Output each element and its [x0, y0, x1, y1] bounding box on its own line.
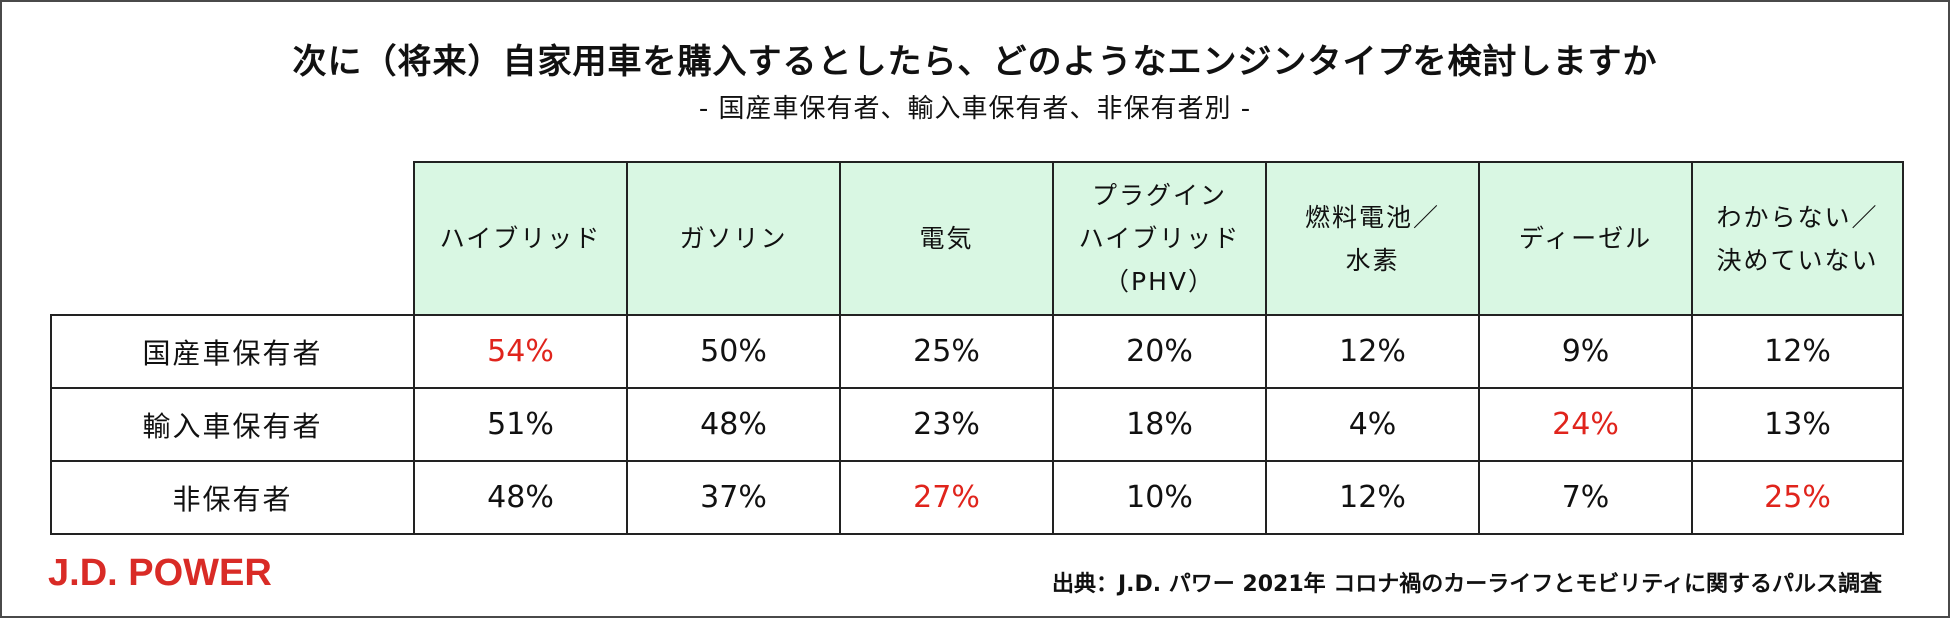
jd-power-logo: J.D. POWER [48, 552, 272, 594]
value-cell: 27% [839, 460, 1054, 535]
column-header-line: 燃料電池／ [1304, 202, 1440, 232]
value-cell: 4% [1265, 387, 1480, 462]
value-cell: 48% [413, 460, 628, 535]
row-label: 非保有者 [50, 460, 415, 535]
value-cell: 25% [839, 314, 1054, 389]
chart-title: 次に（将来）自家用車を購入するとしたら、どのようなエンジンタイプを検討しますか [292, 42, 1658, 82]
table-body: 国産車保有者 54% 50% 25% 20% 12% 9% 12% 輸入車保有者 51% 48% 23… [50, 314, 1904, 535]
column-header-line: ハイブリッド [1078, 224, 1241, 253]
column-header-line: わからない／ [1716, 202, 1879, 232]
value-cell: 13% [1691, 387, 1904, 462]
column-header-6: わからない／ 決めていない [1691, 161, 1904, 316]
column-header-2: 電気 [839, 161, 1054, 316]
column-header-5: ディーゼル [1478, 161, 1693, 316]
value-cell: 9% [1478, 314, 1693, 389]
table-row: 非保有者 48% 37% 27% 10% 12% 7% 25% [50, 460, 1904, 535]
value-cell: 54% [413, 314, 628, 389]
header-row: ハイブリッド ガソリン 電気 プラグインハイブリッド （PHV） 燃料電池／ 水素 ディーゼル… [51, 161, 1904, 316]
column-header-line: 水素 [1345, 245, 1400, 275]
column-header-line: （PHV） [1104, 267, 1215, 296]
value-cell: 10% [1052, 460, 1267, 535]
value-cell: 12% [1265, 460, 1480, 535]
column-header-line: プラグイン [1091, 181, 1227, 210]
value-cell: 12% [1265, 314, 1480, 389]
value-cell: 18% [1052, 387, 1267, 462]
value-cell: 51% [413, 387, 628, 462]
value-cell: 7% [1478, 460, 1693, 535]
value-cell: 12% [1691, 314, 1904, 389]
column-header-0: ハイブリッド [413, 161, 628, 316]
column-header-line: ハイブリッド [439, 224, 602, 253]
row-label: 国産車保有者 [50, 314, 415, 389]
value-cell: 48% [626, 387, 841, 462]
column-header-line: 電気 [919, 224, 974, 253]
column-header-4: 燃料電池／ 水素 [1265, 161, 1480, 316]
value-cell: 24% [1478, 387, 1693, 462]
column-header-3: プラグインハイブリッド （PHV） [1052, 161, 1267, 316]
corner-cell [51, 162, 415, 316]
value-cell: 23% [839, 387, 1054, 462]
value-cell: 25% [1691, 460, 1904, 535]
value-cell: 50% [626, 314, 841, 389]
column-header-line: 決めていない [1716, 245, 1879, 275]
table-row: 国産車保有者 54% 50% 25% 20% 12% 9% 12% [50, 314, 1904, 389]
column-header-line: ディーゼル [1518, 224, 1653, 253]
value-cell: 37% [626, 460, 841, 535]
chart-subtitle: - 国産車保有者、輸入車保有者、非保有者別 - [698, 94, 1252, 124]
column-header-1: ガソリン [626, 161, 841, 316]
survey-table: ハイブリッド ガソリン 電気 プラグインハイブリッド （PHV） 燃料電池／ 水素 ディーゼル… [50, 161, 1904, 535]
table-row: 輸入車保有者 51% 48% 23% 18% 4% 24% 13% [50, 387, 1904, 462]
row-label: 輸入車保有者 [50, 387, 415, 462]
value-cell: 20% [1052, 314, 1267, 389]
column-header-line: ガソリン [679, 224, 788, 253]
source-note: 出典：J.D. パワー 2021年 コロナ禍のカーライフとモビリティに関するパル… [1051, 572, 1882, 597]
